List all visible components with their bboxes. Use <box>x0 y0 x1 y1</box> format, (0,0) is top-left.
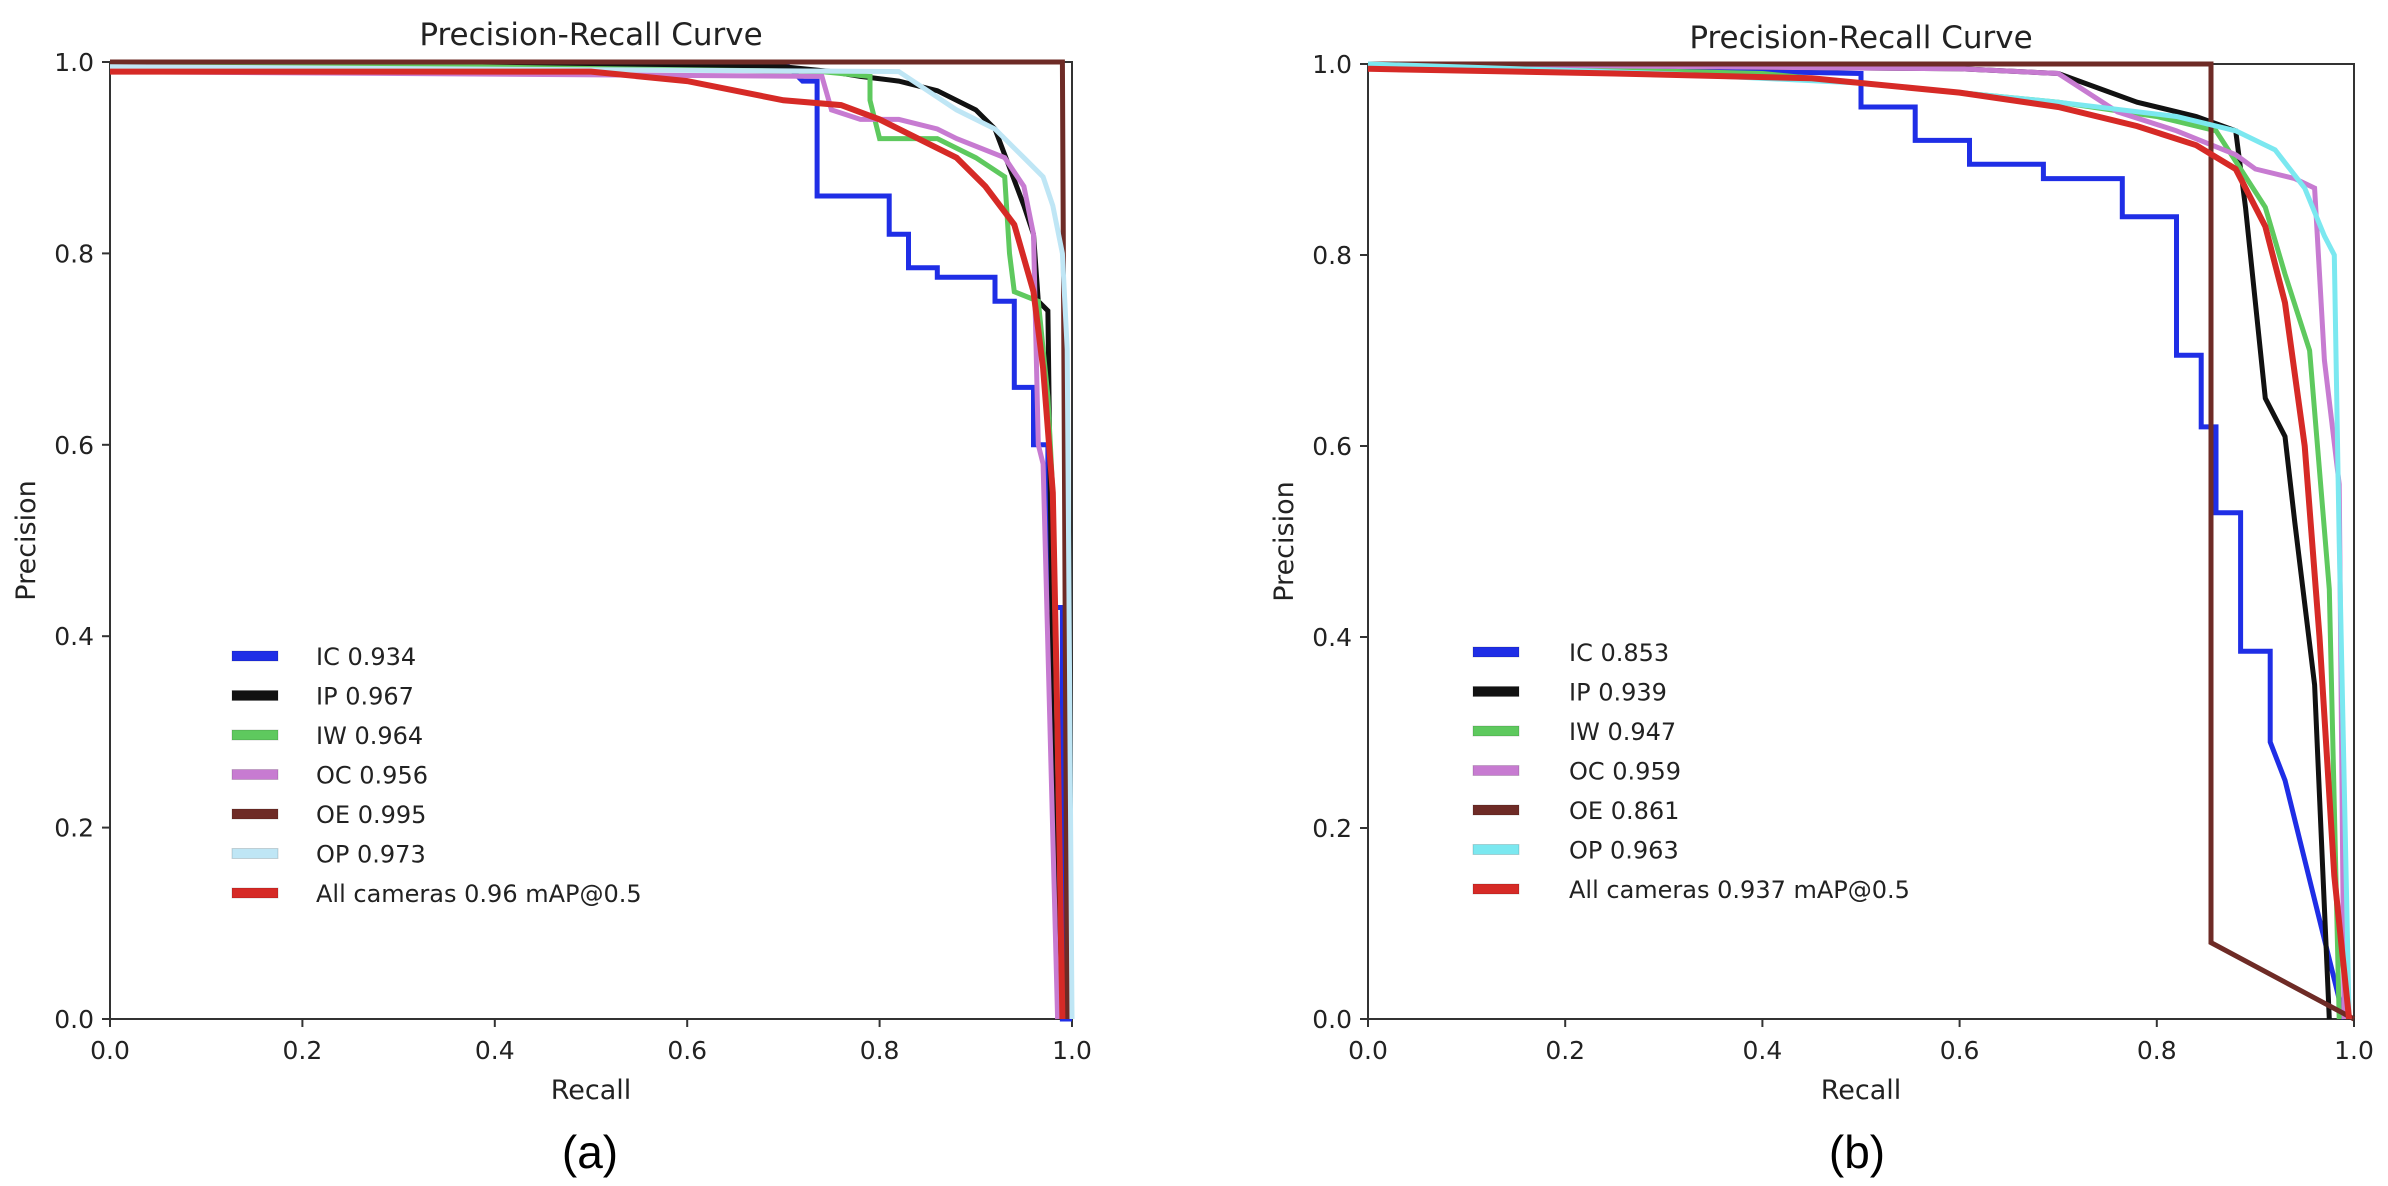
x-tick-label: 0.2 <box>283 1036 323 1065</box>
y-tick-label: 1.0 <box>1312 50 1352 79</box>
chart-title: Precision-Recall Curve <box>419 17 762 53</box>
series-line-all-cameras <box>110 68 1066 1020</box>
x-tick-label: 0.4 <box>475 1036 515 1065</box>
x-tick-label: 1.0 <box>1052 1036 1092 1065</box>
y-tick-label: 0.6 <box>1312 432 1352 461</box>
y-tick-label: 0.8 <box>54 239 94 268</box>
y-tick-label: 1.0 <box>54 48 94 77</box>
y-tick-label: 0.2 <box>54 814 94 843</box>
y-tick-label: 0.0 <box>1312 1005 1352 1034</box>
legend-entry-oe: OE 0.995 <box>316 801 426 829</box>
y-tick-label: 0.2 <box>1312 814 1352 843</box>
panel-label: (b) <box>1829 1126 1885 1178</box>
y-tick-label: 0.0 <box>54 1005 94 1034</box>
x-tick-label: 0.0 <box>1348 1036 1388 1065</box>
legend-swatch-all-cameras <box>231 887 279 899</box>
legend-swatch-oc <box>231 769 279 780</box>
series-group <box>1367 61 2356 1022</box>
legend-swatch-ic <box>1472 646 1520 658</box>
chart-panel-a: 0.0 0.2 0.4 0.6 0.8 1.0 0.0 0.2 0.4 0.6 0.8 1.0 Prec… <box>11 17 1092 1178</box>
x-tick-label: 0.6 <box>667 1036 707 1065</box>
y-axis-label: Precision <box>11 480 42 600</box>
plot-area <box>109 61 1073 1020</box>
legend-entry-all-cameras: All cameras 0.96 mAP@0.5 <box>316 880 642 908</box>
legend-swatch-oc <box>1472 765 1520 776</box>
legend-swatch-oe <box>1472 804 1520 816</box>
legend-entry-ic: IC 0.853 <box>1569 639 1669 667</box>
x-tick-label: 0.0 <box>90 1036 130 1065</box>
legend-swatch-op <box>231 848 279 859</box>
x-tick-label: 0.8 <box>2137 1036 2177 1065</box>
legend-entry-ip: IP 0.939 <box>1569 679 1667 707</box>
series-line-op <box>109 64 1075 1020</box>
series-line-oe <box>1368 61 2356 1022</box>
series-line-ic <box>110 59 1072 1022</box>
x-axis-label: Recall <box>1821 1075 1902 1106</box>
x-tick-label: 0.2 <box>1545 1036 1585 1065</box>
legend-entry-iw: IW 0.964 <box>316 722 423 750</box>
x-tick-label: 0.8 <box>860 1036 900 1065</box>
y-tick-label: 0.4 <box>1312 623 1352 652</box>
legend-entry-oc: OC 0.956 <box>316 762 428 790</box>
series-line-all-cameras <box>1367 65 2353 1020</box>
legend-swatch-iw <box>231 729 279 741</box>
x-tick-label: 1.0 <box>2334 1036 2374 1065</box>
legend-swatch-op <box>1472 844 1520 855</box>
series-group <box>109 59 1075 1022</box>
chart-title: Precision-Recall Curve <box>1689 20 2032 56</box>
chart-panel-b: 0.0 0.2 0.4 0.6 0.8 1.0 0.0 0.2 0.4 0.6 0.8 1.0 Prec… <box>1269 20 2374 1178</box>
legend-swatch-ip <box>1472 686 1520 697</box>
legend-swatch-ic <box>231 650 279 662</box>
legend-entry-ip: IP 0.967 <box>316 683 414 711</box>
x-tick-label: 0.6 <box>1940 1036 1980 1065</box>
legend-swatch-oe <box>231 808 279 820</box>
legend-entry-all-cameras: All cameras 0.937 mAP@0.5 <box>1569 876 1910 904</box>
legend-entry-op: OP 0.973 <box>316 841 426 869</box>
legend-swatch-ip <box>231 690 279 701</box>
legend-entry-iw: IW 0.947 <box>1569 718 1676 746</box>
panel-label: (a) <box>562 1126 618 1178</box>
y-tick-label: 0.8 <box>1312 241 1352 270</box>
x-tick-label: 0.4 <box>1743 1036 1783 1065</box>
series-line-oc <box>1367 61 2347 1020</box>
legend-swatch-iw <box>1472 725 1520 737</box>
legend-entry-ic: IC 0.934 <box>316 643 416 671</box>
legend-swatch-all-cameras <box>1472 883 1520 895</box>
y-tick-label: 0.4 <box>54 622 94 651</box>
series-line-oe <box>110 59 1070 1020</box>
legend-entry-oc: OC 0.959 <box>1569 758 1681 786</box>
series-line-oc <box>109 69 1061 1020</box>
y-tick-label: 0.6 <box>54 431 94 460</box>
y-axis-label: Precision <box>1269 481 1300 601</box>
x-axis-label: Recall <box>551 1075 632 1106</box>
legend-entry-oe: OE 0.861 <box>1569 797 1679 825</box>
series-line-ic <box>1367 61 2347 1020</box>
legend-entry-op: OP 0.963 <box>1569 837 1679 865</box>
